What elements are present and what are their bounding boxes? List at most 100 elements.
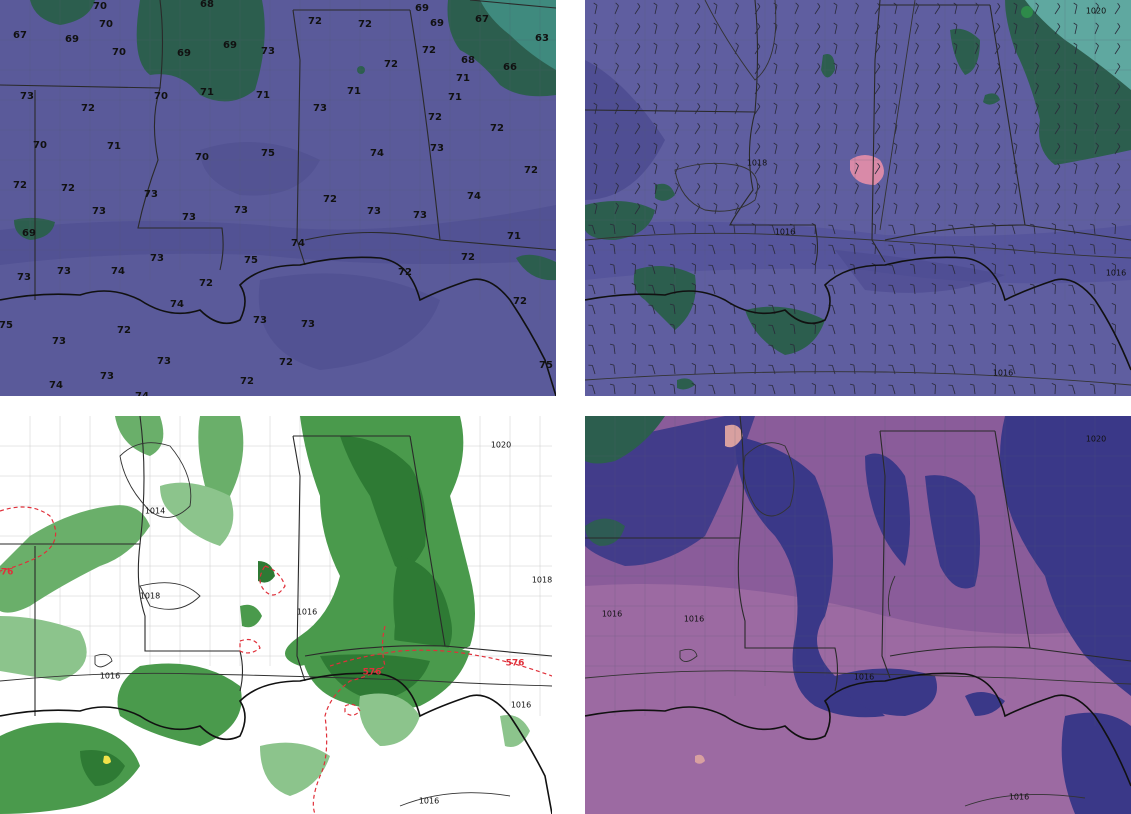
wind-barb (1094, 85, 1099, 95)
dewpoint-value-label: 70 (195, 152, 209, 163)
wind-barb-flag (713, 22, 718, 26)
wind-barb (1074, 65, 1078, 75)
wind-barb (1114, 86, 1121, 95)
wind-barbs (588, 2, 1121, 395)
wind-barb (772, 345, 776, 355)
wind-barb-flag (637, 162, 641, 167)
wind-barb (1114, 186, 1121, 195)
wind-barb (1033, 385, 1036, 395)
wind-barb-flag (833, 162, 838, 166)
wind-barb (694, 66, 701, 75)
wind-barb (694, 284, 696, 295)
wind-barb (652, 225, 656, 235)
wind-barb-flag (735, 22, 739, 26)
wind-barb (894, 105, 898, 115)
wind-barb-flag (1029, 283, 1034, 286)
wind-barb-flag (817, 22, 821, 27)
wind-barb-flag (877, 42, 881, 47)
wind-barb (734, 125, 739, 135)
wind-barb (832, 325, 836, 335)
wind-barb (934, 26, 941, 35)
wind-barb (834, 125, 838, 135)
wind-barb (634, 244, 636, 255)
wind-barb (674, 125, 679, 135)
wind-barb (674, 185, 679, 195)
wind-barb (734, 105, 739, 115)
dewpoint-coastline (0, 256, 556, 396)
dewpoint-value-label: 70 (93, 1, 107, 12)
wind-barb-flag (1111, 223, 1116, 226)
dewpoint-value-label: 70 (154, 91, 168, 102)
wind-barb-flag (975, 82, 979, 86)
wind-barb-flag (811, 303, 816, 306)
wind-barb-flag (855, 182, 859, 186)
wind-barb-flag (729, 263, 734, 266)
wind-barb (814, 264, 816, 275)
wind-barb-flag (675, 62, 679, 66)
wind-barb (1054, 6, 1061, 15)
wind-barb-flag (1013, 182, 1018, 186)
wind-barb-flag (1051, 263, 1056, 266)
wind-barb-flag (937, 82, 941, 87)
wind-barb (994, 304, 996, 315)
wind-barb (634, 364, 636, 375)
wind-barb (1074, 25, 1078, 35)
wind-barb (594, 25, 598, 35)
wind-barb (874, 384, 876, 395)
precipitation-map-panel (0, 416, 552, 814)
wind-barb (814, 384, 816, 395)
wind-barb-flag (915, 62, 919, 66)
wind-barb-flag (953, 42, 958, 46)
wind-barb (952, 285, 956, 295)
wind-barb (712, 345, 716, 355)
wind-barb (1094, 105, 1099, 115)
wind-barb (634, 384, 636, 395)
wind-barb-flag (1029, 303, 1034, 306)
wind-barb-flag (675, 102, 679, 106)
dewpoint-value-label: 72 (490, 123, 504, 134)
wind-barb-flag (893, 182, 898, 186)
wind-barb (733, 345, 736, 355)
wind-barb-flag (997, 102, 1001, 107)
wind-barb-flag (615, 82, 619, 86)
wind-barb-flag (795, 142, 799, 146)
wind-barb (772, 245, 776, 255)
wind-barb-flag (691, 263, 696, 266)
wind-barb (913, 305, 916, 315)
wind-barb (894, 45, 898, 55)
wind-barb (1014, 45, 1018, 55)
wind-barb (1054, 186, 1061, 195)
wind-barb-flag (931, 363, 936, 366)
dewpoint-value-label: 73 (367, 206, 381, 217)
wind-barb-flag (937, 42, 941, 47)
wind-barb-flag (729, 283, 734, 286)
wind-barb (934, 146, 941, 155)
dewpoint-value-label: 72 (358, 19, 372, 30)
wind-barb (994, 26, 1001, 35)
wind-barb-flag (969, 383, 974, 386)
wind-barb (994, 244, 996, 255)
wind-barb-flag (1095, 202, 1099, 206)
dewpoint-value-label: 70 (112, 47, 126, 58)
wind-barb (634, 126, 641, 135)
wind-barb-flag (697, 142, 701, 147)
wind-barb-flag (1057, 142, 1061, 147)
wind-barb (853, 365, 856, 375)
wind-barb (1114, 46, 1121, 55)
wind-barb (614, 5, 619, 15)
wind-barb-flag (757, 202, 761, 207)
wind-barb (592, 385, 596, 395)
wind-barb (1094, 25, 1099, 35)
wind-barb-flag (877, 162, 881, 167)
wind-barb (1012, 365, 1016, 375)
wind-barb-flag (593, 62, 598, 66)
wind-barb-flag (609, 223, 614, 226)
wind-barb-flag (893, 102, 898, 106)
wind-barb-flag (817, 102, 821, 107)
wind-barb (1033, 245, 1036, 255)
wind-barb (974, 205, 979, 215)
wind-barb (874, 364, 876, 375)
wind-barb (1074, 45, 1078, 55)
dewpoint-value-label: 73 (301, 319, 315, 330)
